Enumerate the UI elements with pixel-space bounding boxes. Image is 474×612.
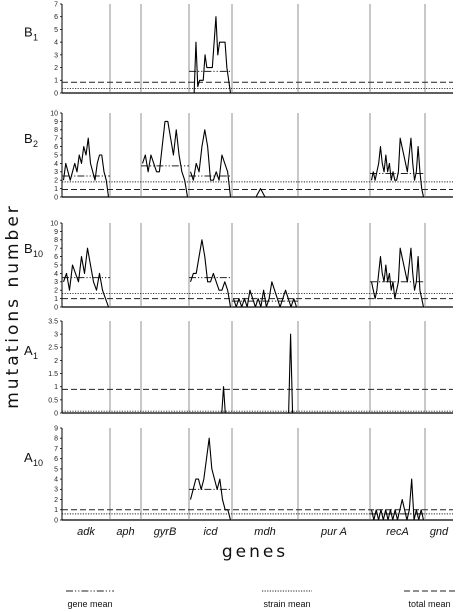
y-tick-label: 6 <box>54 144 58 151</box>
y-tick-label: 0 <box>54 194 58 201</box>
y-tick-label: 2 <box>54 178 58 185</box>
y-tick-label: 1 <box>54 78 58 85</box>
panel-label: A <box>24 343 33 358</box>
gene-label-adk: adk <box>77 526 95 538</box>
y-tick-label: 0 <box>54 90 58 97</box>
y-tick-label: 7 <box>54 1 58 8</box>
y-tick-label: 3 <box>54 279 58 286</box>
y-tick-label: 1 <box>54 296 58 303</box>
y-tick-label: 1.5 <box>48 371 58 378</box>
y-tick-label: 6 <box>54 456 58 463</box>
y-tick-label: 9 <box>54 119 58 126</box>
y-tick-label: 4 <box>54 271 58 278</box>
gene-label-icd: icd <box>203 526 218 538</box>
y-tick-label: 6 <box>54 14 58 21</box>
y-tick-label: 6 <box>54 254 58 261</box>
y-tick-label: 8 <box>54 436 58 443</box>
mutation-profile-reca <box>370 478 425 521</box>
y-tick-label: 5 <box>54 466 58 473</box>
mutation-profile-mdh <box>233 333 297 414</box>
mutation-profile-icd <box>190 16 232 94</box>
mutation-profile-adk <box>62 137 110 198</box>
y-tick-label: 9 <box>54 425 58 432</box>
mutation-profile-reca <box>370 137 425 198</box>
mutation-profile-icd <box>189 239 232 308</box>
mutation-profile-adk <box>62 247 110 308</box>
panel-label-subscript: 1 <box>33 33 38 43</box>
panel-A10: 0 1 2 3 4 5 6 7 8 9 A 10 <box>24 425 453 524</box>
y-tick-label: 2 <box>54 358 58 365</box>
x-axis-label: genes <box>222 542 288 562</box>
y-tick-label: 4 <box>54 477 58 484</box>
y-tick-label: 1 <box>54 507 58 514</box>
y-tick-label: 4 <box>54 40 58 47</box>
gene-label-aph: aph <box>116 526 134 538</box>
gene-label-pura: pur A <box>320 526 347 538</box>
mutation-profile-icd <box>189 437 232 521</box>
y-tick-label: 7 <box>54 246 58 253</box>
panel-label: A <box>24 450 33 465</box>
y-tick-label: 2.5 <box>48 345 58 352</box>
y-tick-label: 7 <box>54 136 58 143</box>
y-tick-label: 1 <box>54 384 58 391</box>
panel-label-subscript: 10 <box>33 249 43 259</box>
panel-label: B <box>24 241 33 256</box>
panel-A1: 00.511.522.533.5A 1 <box>24 318 453 417</box>
y-tick-label: 0 <box>54 410 58 417</box>
mutation-profile-mdh <box>233 188 297 198</box>
y-tick-label: 2 <box>54 65 58 72</box>
y-tick-label: 3 <box>54 169 58 176</box>
y-tick-label: 5 <box>54 262 58 269</box>
y-tick-label: 2 <box>54 497 58 504</box>
y-tick-label: 10 <box>50 220 58 227</box>
y-tick-label: 8 <box>54 127 58 134</box>
y-tick-label: 4 <box>54 161 58 168</box>
y-tick-label: 8 <box>54 237 58 244</box>
y-tick-label: 5 <box>54 152 58 159</box>
panel-label-subscript: 10 <box>33 458 43 468</box>
y-tick-label: 7 <box>54 446 58 453</box>
y-tick-label: 3.5 <box>48 318 58 325</box>
panel-label-subscript: 2 <box>33 139 38 149</box>
y-tick-label: 1 <box>54 186 58 193</box>
mutation-profile-reca <box>370 247 425 308</box>
y-tick-label: 10 <box>50 110 58 117</box>
y-tick-label: 3 <box>54 52 58 59</box>
legend-label: gene mean <box>67 599 112 609</box>
gene-label-reca: recA <box>386 526 409 538</box>
y-tick-label: 3 <box>54 332 58 339</box>
y-axis-label: mutations number <box>3 203 23 409</box>
y-tick-label: 3 <box>54 487 58 494</box>
mutation-profile-gyrb <box>141 120 189 198</box>
mutation-profile-icd <box>190 386 231 414</box>
panel-label-subscript: 1 <box>33 351 38 361</box>
y-tick-label: 0 <box>54 517 58 524</box>
y-tick-label: 5 <box>54 27 58 34</box>
panel-label: B <box>24 25 33 40</box>
legend-label: total mean <box>408 599 450 609</box>
panel-label: B <box>24 131 33 146</box>
gene-label-mdh: mdh <box>254 526 275 538</box>
y-tick-label: 0 <box>54 304 58 311</box>
y-tick-label: 0.5 <box>48 397 58 404</box>
y-tick-label: 2 <box>54 288 58 295</box>
legend-label: strain mean <box>263 599 310 609</box>
gene-label-gnd: gnd <box>430 526 449 538</box>
gene-label-gyrb: gyrB <box>154 526 177 538</box>
mutation-profile-mdh <box>232 281 298 308</box>
mutation-profile-icd <box>189 129 232 198</box>
y-tick-label: 9 <box>54 229 58 236</box>
